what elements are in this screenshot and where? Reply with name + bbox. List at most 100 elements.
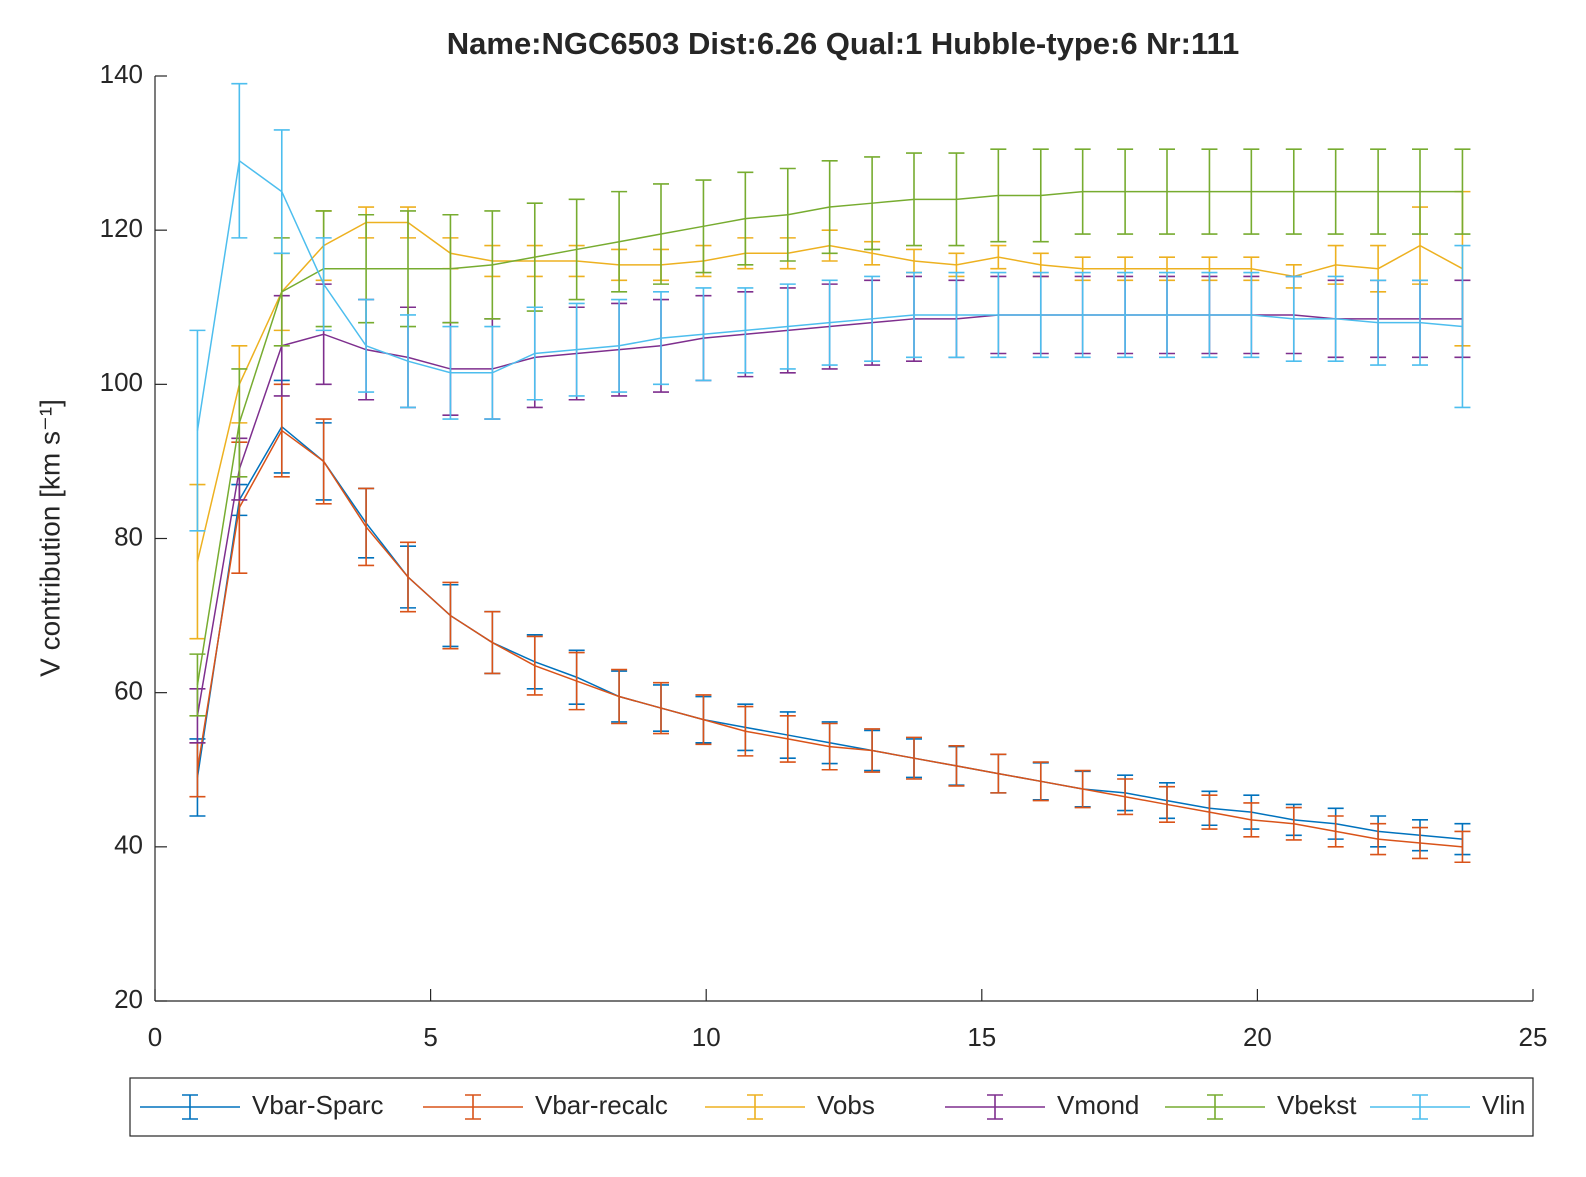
error-bar [906,736,923,780]
error-bar [442,325,459,420]
error-bar [1159,785,1175,823]
error-bar [611,298,628,393]
error-bar [1159,148,1175,235]
error-bar [737,287,754,374]
error-bar [526,202,543,312]
error-bar [1370,279,1387,366]
legend-label: Vlin [1482,1090,1525,1120]
error-bar [737,705,754,757]
series-line [196,221,1463,562]
error-bar [1201,794,1218,830]
error-bar [231,368,248,478]
legend-label: Vbar-Sparc [252,1090,384,1120]
error-bar [1243,148,1260,235]
error-bar [568,651,585,711]
error-bar [821,722,838,771]
error-bar [1074,148,1091,235]
y-axis-label: V contribution [km s⁻¹] [34,399,65,677]
error-bar [611,668,628,725]
error-bar [484,610,501,675]
legend-box [129,1077,1534,1137]
series-line [196,429,1463,848]
error-bar [779,283,796,370]
error-bar [358,298,375,393]
error-bar [1370,148,1387,235]
error-bar [737,171,754,266]
y-tick-label: 140 [100,59,143,89]
error-bar [1285,275,1302,363]
y-tick-label: 40 [114,830,143,860]
error-bar [1117,271,1134,359]
error-bar [821,279,838,366]
chart-title: Name:NGC6503 Dist:6.26 Qual:1 Hubble-typ… [447,26,1240,61]
error-bar [568,302,585,397]
error-bar [1454,148,1471,235]
error-bar [1201,271,1218,359]
error-bar [695,179,712,274]
error-bar [948,745,965,787]
error-bar [864,156,881,251]
error-bar [1032,148,1049,243]
x-tick-label: 10 [692,1022,721,1052]
error-bar [315,237,332,332]
x-tick-label: 20 [1243,1022,1272,1052]
error-bar [189,653,206,717]
error-bar [1159,271,1175,359]
error-bar [484,325,501,420]
error-bar [695,287,712,382]
legend-errorbar [987,1094,1003,1120]
error-bar [948,152,965,247]
error-bar [1243,802,1260,838]
legend-errorbar [1207,1094,1223,1120]
y-tick-label: 120 [100,213,143,243]
error-bar [611,190,628,293]
error-bar [1327,815,1344,848]
error-bar [526,306,543,401]
error-bar [653,183,670,285]
y-tick-label: 60 [114,676,143,706]
error-bar [484,210,501,320]
legend-errorbar [1412,1094,1428,1120]
x-tick-label: 25 [1519,1022,1548,1052]
legend-errorbar [465,1094,481,1120]
y-tick-label: 80 [114,521,143,551]
x-tick-label: 5 [423,1022,437,1052]
error-bar [1327,148,1344,235]
error-bar [442,213,459,324]
error-bar [653,681,670,735]
error-bar [442,581,459,650]
error-bar [864,728,881,773]
error-bar [821,159,838,255]
error-bar [315,418,332,505]
legend-label: Vbekst [1277,1090,1357,1120]
error-bar [568,198,585,301]
error-bar [1412,826,1428,860]
error-bar [1327,275,1344,363]
error-bar [1032,761,1049,802]
series-line [196,190,1463,686]
series-line [196,425,1463,840]
error-bar [864,275,881,363]
error-bar [189,741,206,798]
error-bar [1074,769,1091,809]
error-bar [906,152,923,247]
error-bar [231,82,248,239]
error-bar [1032,271,1049,359]
error-bar [358,487,375,567]
error-bar [1117,148,1134,235]
error-bar [695,694,712,746]
legend-label: Vbar-recalc [535,1090,668,1120]
error-bar [273,129,290,255]
error-bar [948,271,965,359]
error-bar [1370,822,1387,856]
error-bar [906,271,923,359]
legend-errorbar [747,1094,763,1120]
error-bar [990,148,1007,243]
error-bar [1201,148,1218,235]
legend-errorbar [182,1094,198,1120]
error-bar [1454,830,1471,864]
error-bar [526,635,543,696]
x-tick-label: 15 [967,1022,996,1052]
legend-label: Vmond [1057,1090,1139,1120]
